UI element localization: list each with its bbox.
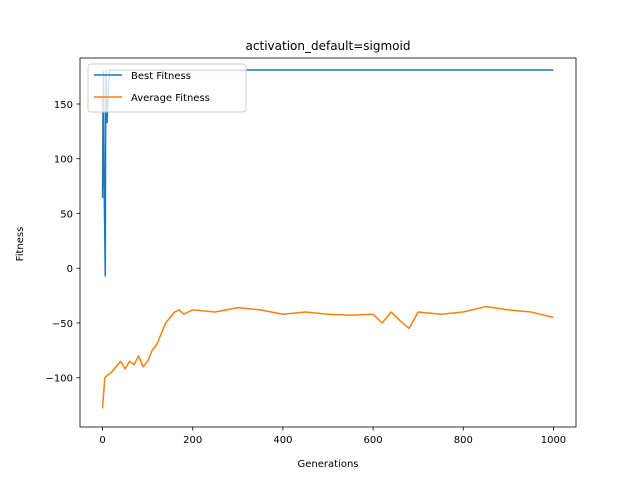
y-tick-label: 0 (67, 264, 73, 275)
axes-layer: 0 200 400 600 800 1000 −100 −50 0 50 100 150 (46, 57, 577, 446)
x-tick-label: 0 (99, 435, 105, 446)
x-tick-label: 600 (364, 435, 383, 446)
y-tick-label: 50 (60, 209, 73, 220)
chart-title: activation_default=sigmoid (246, 39, 411, 53)
x-tick-label: 200 (183, 435, 202, 446)
legend-label-best-fitness: Best Fitness (131, 71, 191, 82)
series-line-average-fitness (101, 305, 554, 409)
y-tick-label: 100 (54, 155, 73, 166)
y-tick-label: −100 (46, 374, 73, 385)
x-tick-label: 1000 (541, 435, 566, 446)
x-tick-label: 800 (454, 435, 473, 446)
y-tick-label: −50 (52, 319, 73, 330)
x-tick-label: 400 (273, 435, 292, 446)
y-axis-label: Fitness (15, 227, 26, 262)
axes-frame (79, 57, 577, 428)
y-tick-label: 150 (54, 100, 73, 111)
legend-label-average-fitness: Average Fitness (131, 93, 210, 104)
legend: Best Fitness Average Fitness (87, 63, 247, 113)
legend-frame (87, 63, 247, 113)
x-axis-label: Generations (298, 459, 359, 470)
